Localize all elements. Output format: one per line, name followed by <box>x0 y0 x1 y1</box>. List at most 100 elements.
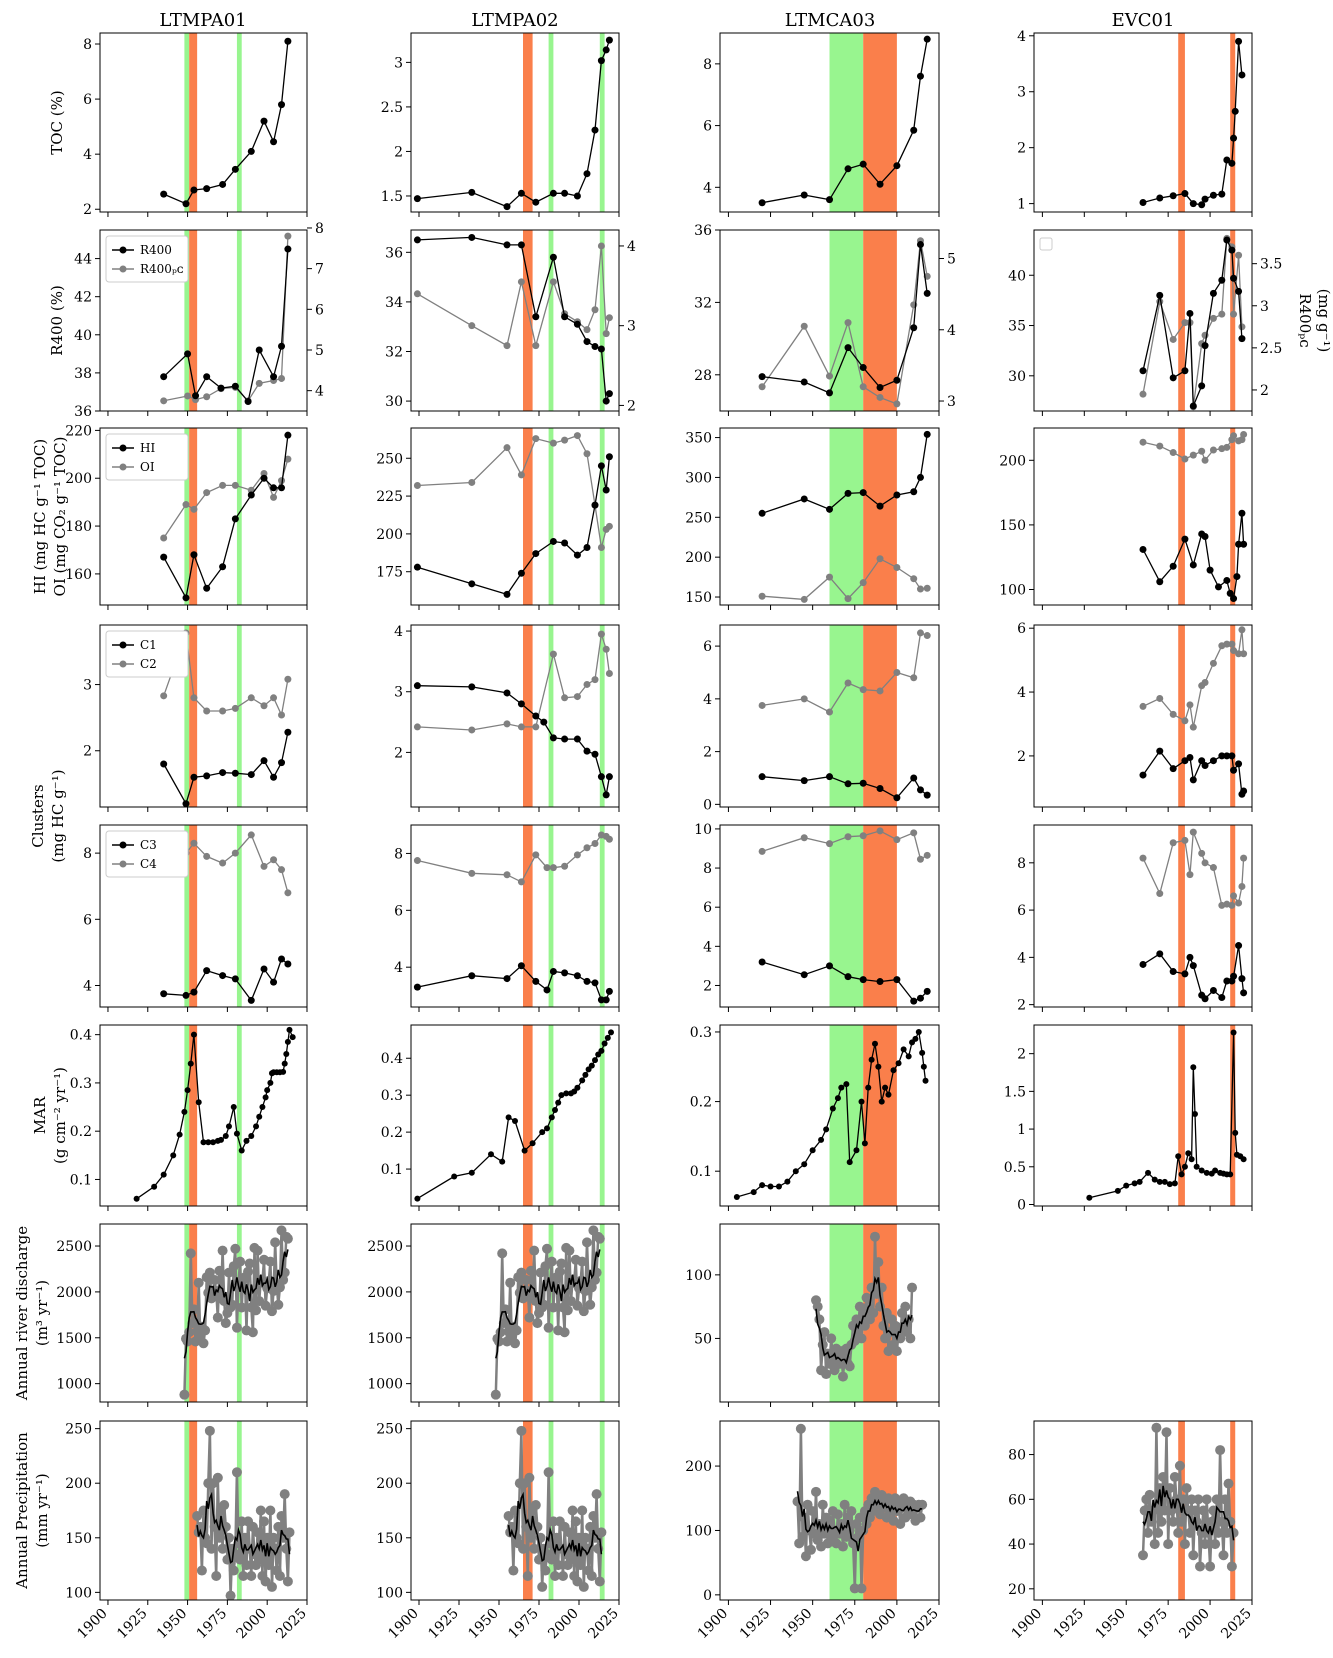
green-band <box>599 1224 605 1402</box>
c2-point <box>1181 717 1189 725</box>
y-tick-label: 1 <box>1017 1122 1026 1138</box>
toc-point <box>1231 107 1239 115</box>
c3-point <box>1186 953 1194 961</box>
oi-point <box>597 544 605 552</box>
mar-point <box>579 1077 586 1084</box>
precip-raw-point <box>522 1570 533 1581</box>
precip-raw-point <box>594 1576 605 1587</box>
precip-raw-point <box>1174 1460 1185 1471</box>
hi-line <box>1142 513 1245 601</box>
y-right-tick-label: 5 <box>947 252 956 268</box>
y-tick-label: 40 <box>74 328 92 344</box>
toc-point <box>923 35 931 43</box>
discharge-raw-point <box>230 1243 241 1254</box>
mar-point <box>1086 1194 1093 1201</box>
r400-point <box>800 378 808 386</box>
c2-point <box>1201 678 1209 686</box>
r400-point <box>1169 374 1177 382</box>
panel-discharge-ltmpa01: 1000 1500 2000 2500 <box>56 1223 308 1407</box>
legend-entry: C4 <box>140 857 157 871</box>
axes-frame <box>410 1420 620 1601</box>
oi-point <box>876 555 884 563</box>
y-tick-label: 0.2 <box>70 1124 92 1140</box>
y-tick-label: 2000 <box>56 1285 92 1301</box>
axes-frame <box>1033 32 1253 213</box>
c4-point <box>219 859 227 867</box>
row-ylabel: (g cm⁻² yr⁻¹) <box>51 1067 69 1164</box>
c4-point <box>231 849 239 857</box>
toc-point <box>1198 201 1206 209</box>
y-tick-label: 4 <box>1017 685 1026 701</box>
precip-raw-point <box>1213 1527 1224 1538</box>
oi-point <box>893 564 901 572</box>
green-band <box>829 1025 864 1206</box>
precip-raw-point <box>228 1565 239 1576</box>
c1-point <box>1230 766 1238 774</box>
precip-raw-point <box>596 1527 607 1538</box>
r400-point <box>1209 289 1217 297</box>
hi-point <box>583 544 591 552</box>
y-tick-label: 4 <box>703 692 712 708</box>
panel-mar-ltmpa01: 0.1 0.2 0.3 0.4 <box>70 1024 308 1211</box>
c2-point <box>910 674 918 682</box>
y-right-tick-label: 6 <box>315 302 324 318</box>
row-ylabel: (m³ yr⁻¹) <box>33 1280 51 1346</box>
c3-point <box>893 976 901 984</box>
r400pc-point <box>413 290 421 298</box>
c1-point <box>247 771 255 779</box>
c1-point <box>591 750 599 758</box>
x-tick-label: 1975 <box>194 1606 231 1643</box>
oi-point <box>910 575 918 583</box>
row-ylabel: R400 (%) <box>48 285 66 356</box>
oi-point <box>284 455 292 463</box>
precip-mean-line <box>507 1491 603 1563</box>
precip-raw-point <box>273 1521 284 1532</box>
oi-point <box>800 595 808 603</box>
mar-point <box>818 1136 825 1143</box>
mar-point <box>289 1034 296 1041</box>
precip-raw-point <box>1166 1505 1177 1516</box>
y-tick-label: 220 <box>65 423 92 439</box>
mar-point <box>858 1098 865 1105</box>
column-titles: LTMPA01 LTMPA02 LTMCA03 EVC01 <box>159 10 1174 31</box>
legend-entry: OI <box>140 460 155 474</box>
c2-point <box>1228 640 1236 648</box>
oi-point <box>1169 449 1177 457</box>
panel-precip-ltmca03: 0 100 200 1900 1925 1950 1975 2000 2025 <box>685 1420 942 1642</box>
row-ylabel: TOC (%) <box>48 90 66 155</box>
c3-point <box>190 988 198 996</box>
plot-area <box>133 1025 296 1206</box>
y-tick-label: 2500 <box>367 1239 403 1255</box>
c2-line <box>417 633 611 731</box>
discharge-raw-point <box>821 1369 832 1380</box>
c1-point <box>758 773 766 781</box>
mar-point <box>823 1126 830 1133</box>
c2-point <box>597 630 605 638</box>
discharge-raw-point <box>220 1318 231 1329</box>
green-band <box>236 1025 242 1206</box>
y-tick-label: 2000 <box>367 1285 403 1301</box>
row-ylabel: MAR <box>31 1096 49 1134</box>
c2-point <box>1238 626 1246 634</box>
y-tick-label: 6 <box>703 900 712 916</box>
y-tick-label: 250 <box>685 510 712 526</box>
y-tick-label: 3 <box>83 678 92 694</box>
y-tick-label: 100 <box>65 1585 92 1601</box>
c1-point <box>219 769 227 777</box>
y-tick-label: 1 <box>1017 197 1026 213</box>
c2-point <box>1235 650 1243 658</box>
c2-point <box>278 711 286 719</box>
axes-frame <box>99 1024 308 1207</box>
r400pc-point <box>160 397 168 405</box>
y-tick-label: 0 <box>1017 1197 1026 1213</box>
c3-point <box>1209 986 1217 994</box>
x-tick-label: 2000 <box>234 1606 271 1643</box>
mar-point <box>225 1123 232 1130</box>
x-tick-label: 2025 <box>1218 1606 1255 1643</box>
orange-band <box>189 625 198 807</box>
mar-point <box>521 1147 528 1154</box>
precip-raw-point <box>1211 1494 1222 1505</box>
y-tick-label: 32 <box>694 295 712 311</box>
orange-band <box>1230 625 1236 807</box>
